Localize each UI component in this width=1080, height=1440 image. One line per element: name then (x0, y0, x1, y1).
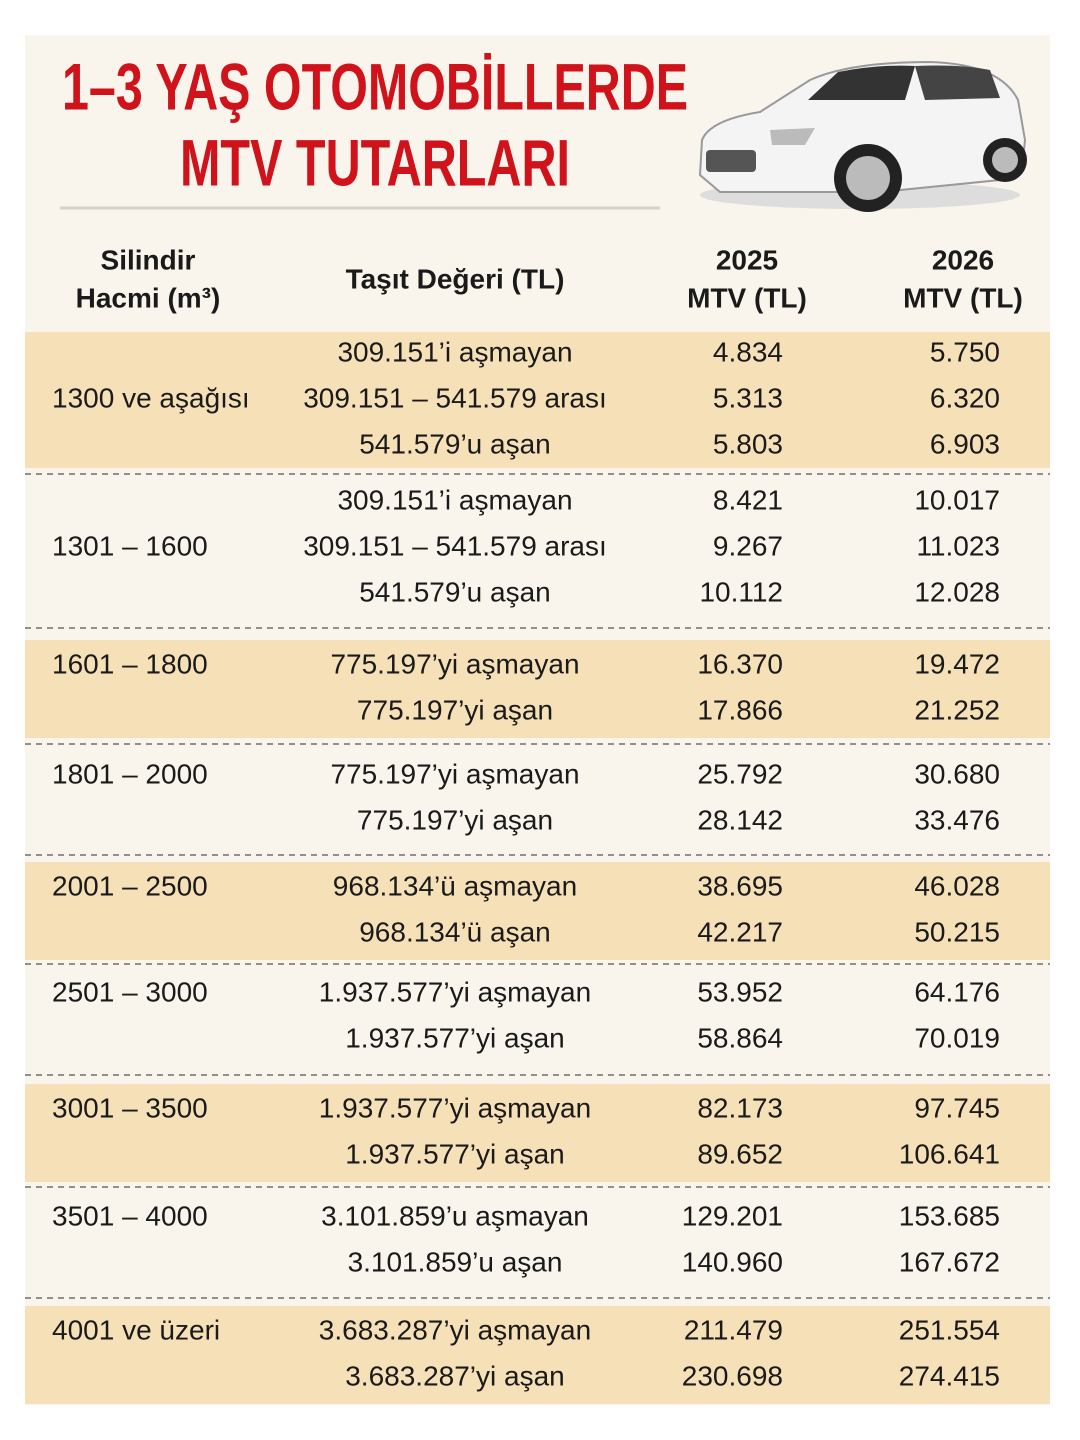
mtv-2026: 274.415 (899, 1360, 1000, 1391)
mtv-2026: 46.028 (914, 870, 1000, 901)
mtv-2026: 50.215 (914, 916, 1000, 947)
vehicle-value: 309.151 – 541.579 arası (303, 530, 607, 561)
cylinder-range: 1601 – 1800 (52, 648, 208, 679)
cylinder-range: 3001 – 3500 (52, 1092, 208, 1123)
cylinder-range: 1301 – 1600 (52, 530, 208, 561)
vehicle-value: 775.197’yi aşan (357, 694, 553, 725)
mtv-2025: 5.803 (713, 428, 783, 459)
mtv-2026: 11.023 (916, 530, 1000, 561)
mtv-2025: 9.267 (713, 530, 783, 561)
mtv-2025: 4.834 (713, 336, 783, 367)
header: 2026 (932, 244, 994, 275)
mtv-2025: 82.173 (697, 1092, 783, 1123)
mtv-2026: 97.745 (914, 1092, 1000, 1123)
car-illustration (698, 60, 1027, 212)
cylinder-range: 1300 ve aşağısı (52, 382, 250, 413)
vehicle-value: 1.937.577’yi aşmayan (319, 976, 591, 1007)
vehicle-value: 1.937.577’yi aşan (345, 1022, 565, 1053)
vehicle-value: 1.937.577’yi aşmayan (319, 1092, 591, 1123)
mtv-2025: 58.864 (697, 1022, 783, 1053)
cylinder-range: 3501 – 4000 (52, 1200, 208, 1231)
header: 2025 (716, 244, 778, 275)
cylinder-range: 2501 – 3000 (52, 976, 208, 1007)
mtv-2025: 17.866 (697, 694, 783, 725)
mtv-2026: 5.750 (930, 336, 1000, 367)
header: MTV (TL) (903, 282, 1023, 313)
header: Hacmi (m³) (76, 282, 221, 313)
mtv-2025: 42.217 (697, 916, 783, 947)
mtv-2025: 8.421 (713, 484, 783, 515)
mtv-2026: 12.028 (914, 576, 1000, 607)
mtv-2025: 28.142 (697, 804, 783, 835)
mtv-2026: 251.554 (899, 1314, 1000, 1345)
vehicle-value: 541.579’u aşan (359, 576, 551, 607)
mtv-2025: 140.960 (682, 1246, 783, 1277)
cylinder-range: 2001 – 2500 (52, 870, 208, 901)
mtv-2026: 10.017 (914, 484, 1000, 515)
vehicle-value: 775.197’yi aşmayan (330, 648, 579, 679)
group-band (25, 640, 1050, 738)
group-band (25, 1306, 1050, 1404)
vehicle-value: 541.579’u aşan (359, 428, 551, 459)
vehicle-value: 968.134’ü aşmayan (333, 870, 577, 901)
header: Taşıt Değeri (TL) (346, 263, 565, 294)
mtv-2026: 19.472 (914, 648, 1000, 679)
mtv-2026: 6.320 (930, 382, 1000, 413)
vehicle-value: 309.151 – 541.579 arası (303, 382, 607, 413)
mtv-2025: 89.652 (697, 1138, 783, 1169)
header: Silindir (101, 244, 196, 275)
vehicle-value: 968.134’ü aşan (359, 916, 551, 947)
mtv-2026: 6.903 (930, 428, 1000, 459)
mtv-2025: 129.201 (682, 1200, 783, 1231)
mtv-2025: 211.479 (684, 1314, 783, 1345)
mtv-2026: 33.476 (914, 804, 1000, 835)
cylinder-range: 4001 ve üzeri (52, 1314, 220, 1345)
header: MTV (TL) (687, 282, 807, 313)
mtv-2025: 5.313 (713, 382, 783, 413)
cylinder-range: 1801 – 2000 (52, 758, 208, 789)
vehicle-value: 1.937.577’yi aşan (345, 1138, 565, 1169)
mtv-2026: 70.019 (914, 1022, 1000, 1053)
mtv-2026: 21.252 (914, 694, 1000, 725)
mtv-2026: 153.685 (899, 1200, 1000, 1231)
mtv-2025: 10.112 (699, 576, 783, 607)
title: 1–3 YAŞ OTOMOBİLLERDE (62, 49, 688, 123)
vehicle-value: 3.101.859’u aşmayan (321, 1200, 589, 1231)
mtv-2025: 25.792 (697, 758, 783, 789)
mtv-2026: 30.680 (914, 758, 1000, 789)
vehicle-value: 775.197’yi aşan (357, 804, 553, 835)
vehicle-value: 309.151’i aşmayan (337, 484, 572, 515)
vehicle-value: 775.197’yi aşmayan (330, 758, 579, 789)
vehicle-value: 3.683.287’yi aşan (345, 1360, 565, 1391)
mtv-2026: 167.672 (899, 1246, 1000, 1277)
mtv-2025: 38.695 (697, 870, 783, 901)
title: MTV TUTARLARI (180, 125, 570, 199)
mtv-2026: 64.176 (914, 976, 1000, 1007)
mtv-2025: 230.698 (682, 1360, 783, 1391)
group-band (25, 332, 1050, 468)
mtv-2026: 106.641 (899, 1138, 1000, 1169)
mtv-2025: 53.952 (697, 976, 783, 1007)
group-band (25, 862, 1050, 960)
mtv-2025: 16.370 (697, 648, 783, 679)
group-band (25, 1084, 1050, 1182)
vehicle-value: 3.683.287’yi aşmayan (319, 1314, 591, 1345)
vehicle-value: 309.151’i aşmayan (337, 336, 572, 367)
vehicle-value: 3.101.859’u aşan (348, 1246, 563, 1277)
